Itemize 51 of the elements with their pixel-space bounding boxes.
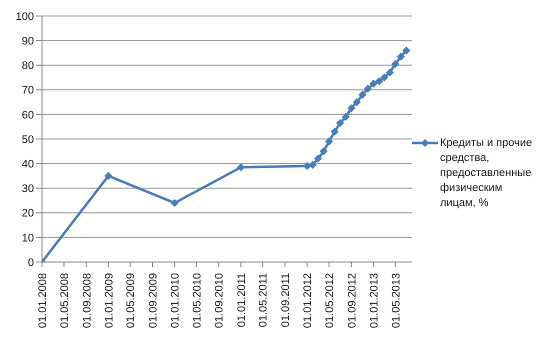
point bbox=[391, 60, 400, 68]
point bbox=[308, 160, 317, 169]
point bbox=[358, 90, 366, 99]
point bbox=[330, 128, 339, 136]
point bbox=[364, 84, 372, 93]
x-tick-label: 01.09.2009 bbox=[148, 273, 160, 328]
point bbox=[303, 162, 312, 170]
legend-label: Кредиты и прочие средства, предоставленные физическим лицам, % bbox=[440, 136, 534, 210]
point bbox=[236, 163, 245, 172]
x-tick-label: 01.05.2009 bbox=[125, 273, 138, 328]
y-tick-label: 40 bbox=[22, 158, 34, 171]
point bbox=[386, 68, 394, 77]
point bbox=[347, 104, 356, 112]
point bbox=[380, 74, 388, 82]
x-tick-label: 01.01.2008 bbox=[37, 273, 49, 328]
x-tick-label: 01.01.2013 bbox=[368, 273, 381, 328]
y-tick-label: 20 bbox=[22, 208, 34, 220]
x-tick-label: 01.09.2012 bbox=[346, 273, 358, 328]
x-tick-label: 01.05.2012 bbox=[324, 273, 336, 328]
point bbox=[375, 77, 384, 86]
y-tick-label: 70 bbox=[22, 84, 34, 97]
x-tick-label: 01.05.2008 bbox=[58, 273, 71, 328]
x-tick-label: 01.01.2009 bbox=[103, 273, 116, 328]
point bbox=[104, 172, 112, 180]
x-tick-label: 01.05.2010 bbox=[191, 273, 204, 328]
point bbox=[396, 52, 405, 61]
x-tick-label: 01.01.2011 bbox=[236, 273, 248, 328]
x-tick-label: 01.05.2013 bbox=[390, 273, 402, 328]
y-tick-label: 80 bbox=[22, 60, 34, 72]
point bbox=[336, 119, 344, 128]
y-tick-label: 10 bbox=[22, 232, 34, 244]
x-tick-label: 01.09.2011 bbox=[280, 273, 292, 328]
point bbox=[352, 98, 361, 106]
x-tick-label: 01.01.2010 bbox=[170, 273, 182, 328]
point bbox=[170, 198, 179, 207]
y-tick-label: 90 bbox=[22, 36, 34, 48]
x-tick-label: 01.09.2010 bbox=[214, 273, 226, 328]
point bbox=[342, 112, 350, 121]
x-tick-label: 01.09.2008 bbox=[81, 273, 94, 328]
point bbox=[402, 46, 410, 54]
point bbox=[314, 154, 322, 163]
y-tick-label: 30 bbox=[22, 183, 34, 196]
point bbox=[320, 147, 328, 156]
y-tick-label: 60 bbox=[22, 109, 34, 122]
point bbox=[370, 80, 378, 88]
y-tick-label: 0 bbox=[28, 256, 34, 269]
point bbox=[325, 137, 334, 146]
y-tick-label: 50 bbox=[22, 134, 34, 146]
x-tick-label: 01.01.2012 bbox=[302, 273, 314, 328]
x-tick-label: 01.05.2011 bbox=[258, 273, 270, 328]
y-tick-label: 100 bbox=[16, 10, 34, 23]
